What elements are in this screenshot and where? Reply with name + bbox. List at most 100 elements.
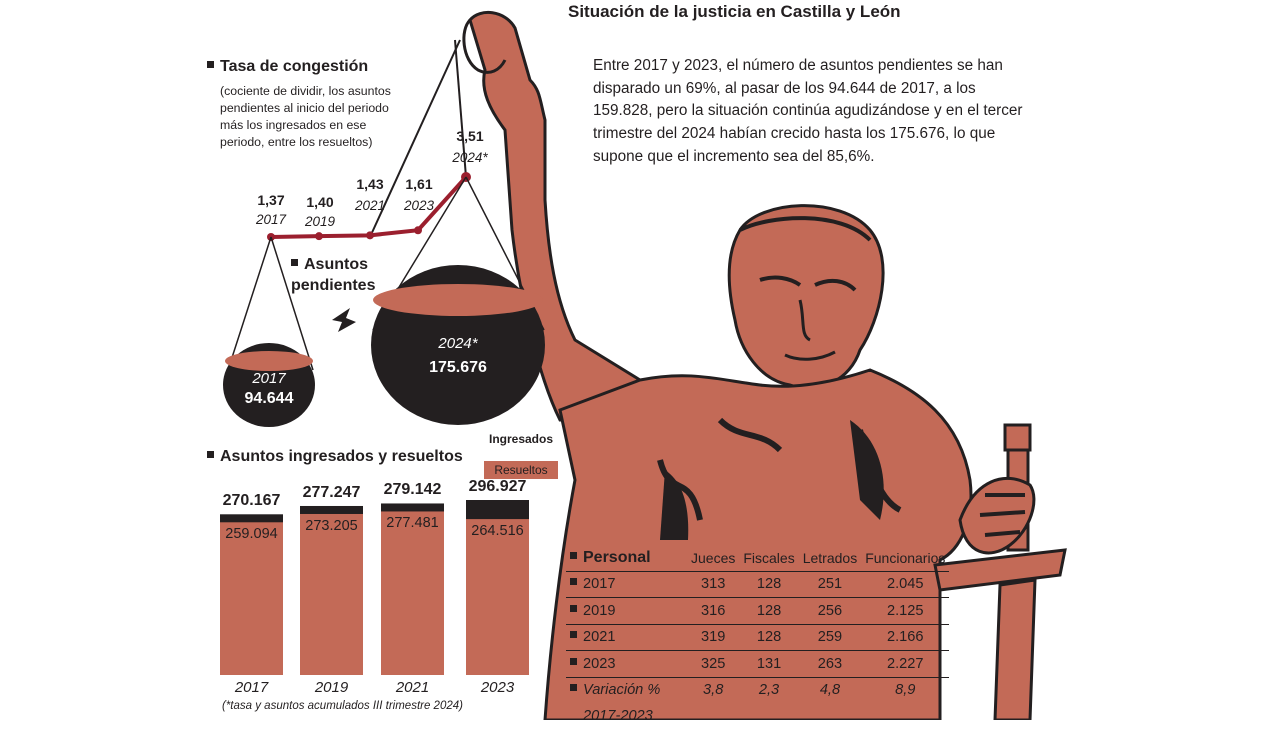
row-label: 2023 (566, 650, 687, 677)
congestion-line-chart (267, 39, 471, 241)
table-header: Personal Jueces Fiscales Letrados Funcio… (566, 545, 949, 571)
pending-title-text: Asuntos pendientes (291, 256, 376, 294)
table-cell: 316 (687, 597, 740, 624)
bar-ingresados-label: 279.142 (383, 481, 442, 499)
table-cell: 319 (687, 623, 740, 651)
table-cell: 128 (739, 623, 799, 651)
square-bullet-icon (570, 578, 577, 586)
bar-resueltos (300, 513, 363, 675)
table-cell: 256 (798, 597, 862, 624)
bar-resueltos (466, 519, 529, 675)
scale-cord (454, 39, 467, 178)
pending-title: Asuntos pendientes (291, 254, 401, 296)
table-row-variation-period: 2017-2023 (566, 703, 949, 729)
table-cell: 131 (739, 650, 799, 677)
table-cell: 325 (687, 650, 740, 677)
square-bullet-icon (207, 451, 214, 458)
table-cell: 3,8 (687, 676, 740, 703)
col-header: Funcionarios (865, 549, 946, 566)
personal-table: Personal Jueces Fiscales Letrados Funcio… (566, 545, 950, 729)
table-cell: 251 (798, 570, 862, 598)
point-value: 1,40 (306, 194, 334, 210)
congestion-labels: 1,37 2017 1,40 2019 1,43 2021 1,61 2023 … (207, 128, 488, 229)
row-label: 2021 (566, 623, 687, 651)
congestion-title-text: Tasa de congestión (220, 58, 369, 75)
point-year: 2017 (255, 212, 287, 227)
row-label-text: 2023 (583, 655, 616, 672)
table-row: 2017 313 128 251 2.045 (566, 570, 950, 598)
footnote: (*tasa y asuntos acumulados III trimestr… (222, 700, 463, 712)
pan-2024-value: 175.676 (429, 359, 487, 376)
bars-title-text: Asuntos ingresados y resueltos (220, 448, 463, 465)
legend-resueltos: Resueltos (484, 461, 558, 479)
point-value: 1,43 (356, 176, 384, 192)
bar-ingresados-label: 296.927 (468, 478, 527, 495)
ingresados-resueltos-bar-chart (220, 500, 529, 675)
congestion-point (414, 226, 422, 235)
table-cell: 259 (798, 623, 862, 651)
row-label-text: Variación % (583, 682, 661, 699)
point-value: 3,51 (456, 128, 484, 144)
bar-resueltos-label: 273.205 (305, 517, 358, 534)
point-year: 2021 (354, 198, 386, 213)
bar-ingresados-label: 277.247 (302, 483, 361, 501)
table-row: 2021 319 128 259 2.166 (566, 623, 950, 651)
square-bullet-icon (570, 604, 577, 612)
col-header: Fiscales (743, 549, 795, 566)
intro-paragraph: Entre 2017 y 2023, el número de asuntos … (593, 57, 1023, 165)
row-label: 2019 (566, 597, 687, 624)
bar-year-label: 2023 (480, 679, 515, 696)
legend-ingresados: Ingresados (486, 431, 556, 450)
congestion-title: Tasa de congestión (207, 58, 368, 76)
bar-resueltos-label: 259.094 (225, 526, 278, 543)
table-row: 2019 316 128 256 2.125 (566, 597, 950, 624)
square-bullet-icon (570, 631, 577, 639)
bar-resueltos-label: 264.516 (471, 523, 524, 540)
table-title: Personal (566, 545, 687, 571)
row-label-text: 2019 (583, 602, 616, 619)
square-bullet-icon (570, 657, 577, 665)
square-bullet-icon (291, 259, 298, 266)
table-row-variation: Variación % 3,8 2,3 4,8 8,9 (566, 676, 950, 703)
col-header: Letrados (802, 549, 858, 566)
row-label-text: 2017 (583, 576, 616, 593)
bar-resueltos (381, 511, 444, 675)
col-header: Jueces (691, 549, 736, 566)
table-title-text: Personal (583, 548, 651, 566)
table-cell: 2.125 (861, 597, 950, 624)
point-value: 1,61 (405, 176, 433, 192)
square-bullet-icon (570, 551, 577, 559)
pan-2017-year: 2017 (252, 370, 286, 387)
bar-ingresados-label: 270.167 (222, 492, 281, 510)
table-cell: 263 (798, 650, 862, 677)
row-label: Variación % (566, 676, 687, 703)
table-cell: 4,8 (798, 676, 862, 703)
congestion-subtitle: (cociente de dividir, los asuntos pendie… (220, 84, 391, 149)
arrow-icon (332, 308, 356, 332)
pan-2024-year: 2024* (438, 335, 478, 352)
pan-2017-rim (225, 351, 313, 371)
bar-resueltos-label: 277.481 (386, 515, 439, 532)
table-row: 2023 325 131 263 2.227 (566, 650, 950, 677)
point-value: 1,37 (257, 192, 285, 208)
bar-year-label: 2019 (314, 679, 349, 696)
bar-year-label: 2021 (395, 679, 430, 696)
table-cell: 2,3 (739, 676, 799, 703)
point-year: 2023 (403, 198, 435, 213)
congestion-point (366, 231, 374, 240)
table-cell: 128 (739, 570, 799, 598)
congestion-point (315, 232, 323, 241)
square-bullet-icon (570, 684, 577, 692)
page-title: Situación de la justicia en Castilla y L… (568, 2, 901, 21)
bar-resueltos (220, 522, 283, 675)
table-cell: 313 (687, 570, 740, 598)
table-cell: 2.227 (861, 650, 950, 677)
square-bullet-icon (207, 61, 214, 68)
table-cell: 8,9 (861, 676, 950, 703)
pending-pans (223, 176, 545, 427)
table-cell: 2.045 (861, 570, 950, 598)
table-cell: 128 (739, 597, 799, 624)
table-cell: 2.166 (861, 623, 950, 651)
bar-year-label: 2017 (234, 679, 269, 696)
row-label-period: 2017-2023 (583, 707, 653, 724)
